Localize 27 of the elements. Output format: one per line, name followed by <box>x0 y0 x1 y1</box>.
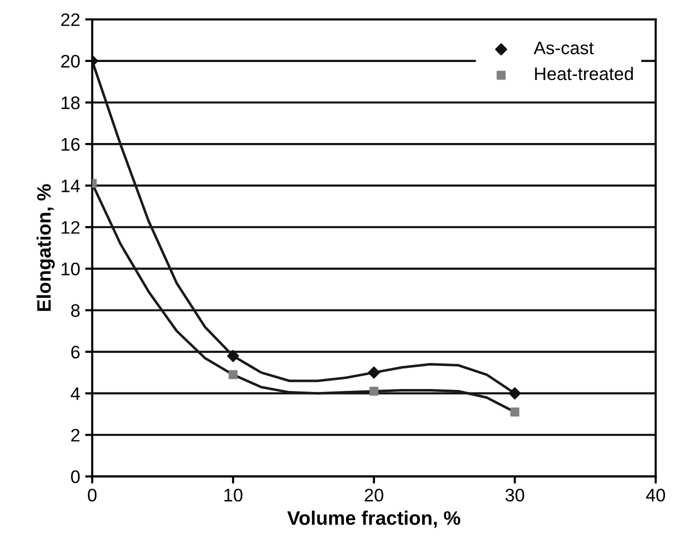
point <box>369 386 378 396</box>
point <box>510 408 520 417</box>
point <box>227 350 240 362</box>
y-tick-label: 4 <box>70 387 80 400</box>
x-tick-label: 40 <box>646 488 666 502</box>
x-tick-label: 10 <box>224 488 242 502</box>
y-tick-label: 20 <box>61 54 80 68</box>
y-tick-label: 2 <box>71 428 80 442</box>
legend-label: As-cast <box>534 42 594 54</box>
x-axis-title: Volume fraction, % <box>287 510 460 528</box>
y-tick-label: 6 <box>71 346 80 359</box>
legend-label: Heat-treated <box>535 66 633 80</box>
x-tick-label: 30 <box>505 488 524 502</box>
y-tick-label: 16 <box>62 138 80 151</box>
x-tick-label: 0 <box>88 488 97 502</box>
y-tick-label: 8 <box>71 304 80 317</box>
y-tick-label: 10 <box>62 262 80 276</box>
point <box>228 370 238 380</box>
point <box>368 366 380 379</box>
y-tick-label: 14 <box>62 180 80 192</box>
y-tick-label: 12 <box>62 221 80 234</box>
y-tick-label: 0 <box>71 470 80 484</box>
point <box>508 387 521 400</box>
y-axis-title: Elongation, % <box>36 184 55 311</box>
x-tick-label: 20 <box>364 488 384 502</box>
y-tick-label: 22 <box>61 13 80 26</box>
y-tick-label: 18 <box>62 96 80 110</box>
